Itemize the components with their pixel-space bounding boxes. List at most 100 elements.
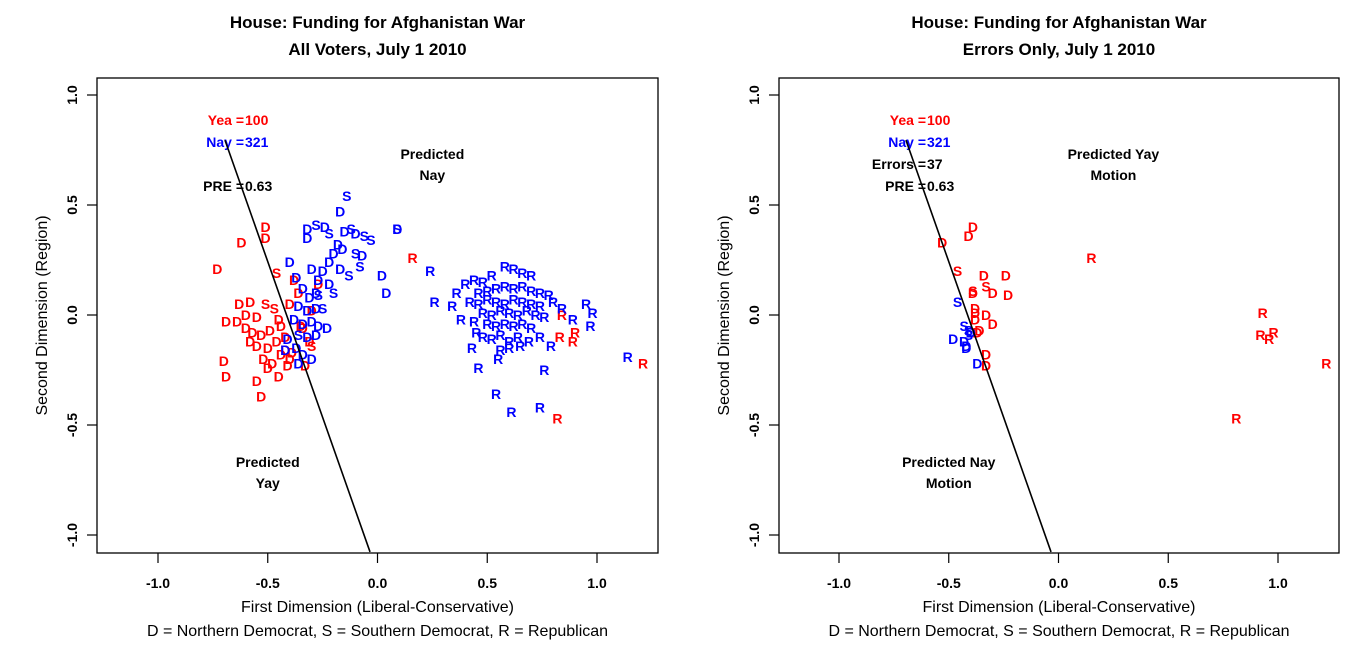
point-republican: R xyxy=(500,316,510,332)
point-southern-democrat: S xyxy=(311,217,320,233)
cutting-line xyxy=(224,139,371,553)
x-tick-label: 0.5 xyxy=(478,575,498,591)
point-northern-democrat: D xyxy=(252,309,262,325)
y-tick-label: 0.5 xyxy=(64,195,80,215)
point-republican: R xyxy=(1255,327,1265,343)
x-tick-label: -1.0 xyxy=(146,575,170,591)
point-northern-democrat: D xyxy=(981,347,991,363)
point-northern-democrat: D xyxy=(293,298,303,314)
x-axis-label: First Dimension (Liberal-Conservative) xyxy=(241,599,514,616)
point-northern-democrat: D xyxy=(307,303,317,319)
point-northern-democrat: D xyxy=(256,327,266,343)
point-southern-democrat: S xyxy=(366,232,375,248)
point-republican: R xyxy=(526,267,536,283)
point-northern-democrat: D xyxy=(392,221,402,237)
point-republican: R xyxy=(568,311,578,327)
chart-title-line-2: Errors Only, July 1 2010 xyxy=(963,40,1155,59)
point-northern-democrat: D xyxy=(968,219,978,235)
stat-label: PRE = xyxy=(885,178,926,194)
point-northern-democrat: D xyxy=(307,314,317,330)
point-northern-democrat: D xyxy=(263,340,273,356)
point-republican: R xyxy=(469,314,479,330)
region-label-lower: Motion xyxy=(926,475,972,491)
point-northern-democrat: D xyxy=(298,320,308,336)
stat-label: PRE = xyxy=(203,178,244,194)
point-republican: R xyxy=(467,340,477,356)
point-southern-democrat: S xyxy=(360,228,369,244)
stat-value: 321 xyxy=(927,134,951,150)
point-republican: R xyxy=(425,263,435,279)
point-northern-democrat: D xyxy=(340,223,350,239)
x-tick-label: -0.5 xyxy=(256,575,280,591)
chart-title-line-1: House: Funding for Afghanistan War xyxy=(230,13,526,32)
point-republican: R xyxy=(588,305,598,321)
point-northern-democrat: D xyxy=(333,237,343,253)
point-northern-democrat: D xyxy=(329,245,339,261)
point-northern-democrat: D xyxy=(302,230,312,246)
point-northern-democrat: D xyxy=(979,267,989,283)
panel-all-voters: House: Funding for Afghanistan War All Vo… xyxy=(34,13,659,640)
x-tick-label: 1.0 xyxy=(1268,575,1288,591)
point-republican: R xyxy=(487,307,497,323)
point-northern-democrat: D xyxy=(296,318,306,334)
point-northern-democrat: D xyxy=(324,276,334,292)
point-republican: R xyxy=(408,250,418,266)
point-northern-democrat: D xyxy=(318,263,328,279)
y-tick-label: 0.0 xyxy=(746,305,762,325)
point-southern-democrat: S xyxy=(959,318,968,334)
point-republican: R xyxy=(487,331,497,347)
point-northern-democrat: D xyxy=(247,325,257,341)
point-republican: R xyxy=(1264,331,1274,347)
x-tick-label: -0.5 xyxy=(937,575,961,591)
plot-frame xyxy=(778,77,1340,554)
point-northern-democrat: D xyxy=(241,307,251,323)
cutting-line xyxy=(905,139,1052,553)
point-republican: R xyxy=(493,351,503,367)
point-northern-democrat: D xyxy=(304,289,314,305)
y-tick-label: -1.0 xyxy=(64,523,80,547)
x-tick-label: -1.0 xyxy=(827,575,851,591)
point-southern-democrat: S xyxy=(318,300,327,316)
point-northern-democrat: D xyxy=(234,296,244,312)
y-tick-label: -0.5 xyxy=(746,413,762,437)
point-republican: R xyxy=(535,285,545,301)
point-republican: R xyxy=(623,349,633,365)
point-republican: R xyxy=(509,281,519,297)
point-northern-democrat: D xyxy=(302,329,312,345)
point-northern-democrat: D xyxy=(274,311,284,327)
point-southern-democrat: S xyxy=(272,265,281,281)
point-republican: R xyxy=(471,325,481,341)
point-republican: R xyxy=(482,316,492,332)
point-northern-democrat: D xyxy=(291,340,301,356)
x-tick-label: 0.0 xyxy=(368,575,388,591)
point-northern-democrat: D xyxy=(287,344,297,360)
point-republican: R xyxy=(491,318,501,334)
point-republican: R xyxy=(535,298,545,314)
point-republican: R xyxy=(504,333,514,349)
point-northern-democrat: D xyxy=(276,347,286,363)
point-republican: R xyxy=(546,338,556,354)
stat-value: 0.63 xyxy=(927,178,954,194)
point-northern-democrat: D xyxy=(219,353,229,369)
point-republican: R xyxy=(491,294,501,310)
point-republican: R xyxy=(548,294,558,310)
point-northern-democrat: D xyxy=(282,358,292,374)
point-northern-democrat: D xyxy=(274,369,284,385)
point-republican: R xyxy=(585,318,595,334)
y-tick-label: -1.0 xyxy=(746,523,762,547)
point-republican: R xyxy=(552,410,562,426)
point-republican: R xyxy=(487,267,497,283)
point-northern-democrat: D xyxy=(289,311,299,327)
point-southern-democrat: S xyxy=(964,327,973,343)
y-axis-label: Second Dimension (Region) xyxy=(716,215,733,415)
point-republican: R xyxy=(526,296,536,312)
point-northern-democrat: D xyxy=(302,303,312,319)
point-republican: R xyxy=(495,342,505,358)
point-republican: R xyxy=(539,309,549,325)
point-republican: R xyxy=(535,399,545,415)
point-republican: R xyxy=(456,311,466,327)
stat-label: Yea = xyxy=(890,112,926,128)
caption-party-legend: D = Northern Democrat, S = Southern Demo… xyxy=(147,623,608,640)
region-label-lower: Predicted Nay xyxy=(902,454,996,470)
